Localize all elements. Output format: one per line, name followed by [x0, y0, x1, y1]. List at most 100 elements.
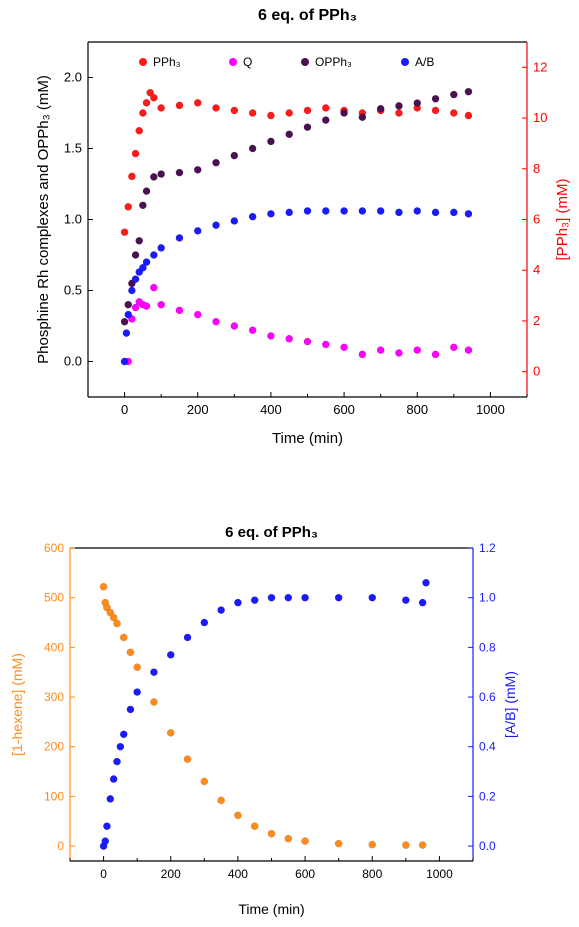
- data-point: [150, 251, 158, 259]
- x-tick-label: 1000: [426, 867, 453, 881]
- data-point: [131, 275, 140, 283]
- data-point: [413, 99, 422, 107]
- x-tick-label: 600: [295, 867, 315, 881]
- data-point: [183, 633, 192, 642]
- data-point: [422, 578, 430, 587]
- data-point: [150, 93, 158, 102]
- data-point: [126, 705, 135, 714]
- data-point: [464, 346, 473, 354]
- y-right-tick-label: 0.6: [479, 690, 496, 704]
- data-point: [234, 811, 242, 820]
- data-point: [413, 346, 422, 354]
- y-left-tick-label: 300: [44, 690, 64, 704]
- data-point: [120, 317, 129, 326]
- data-point: [248, 109, 257, 117]
- y-left-tick-label: 1.0: [64, 212, 82, 227]
- data-point: [250, 822, 259, 831]
- data-point: [109, 613, 118, 622]
- data-point: [142, 258, 151, 266]
- data-point: [139, 109, 147, 117]
- data-point: [230, 217, 239, 225]
- data-point: [449, 90, 458, 99]
- data-point: [128, 172, 136, 181]
- data-point: [321, 207, 330, 215]
- data-point: [135, 126, 144, 135]
- data-point: [212, 158, 220, 167]
- data-point: [284, 834, 293, 843]
- data-point: [119, 730, 128, 739]
- y-right-tick-label: 1.0: [479, 591, 496, 605]
- data-point: [142, 187, 151, 195]
- y-left-tick-label: 500: [44, 591, 64, 605]
- data-point: [234, 598, 242, 607]
- y-left-tick-label: 2.0: [64, 70, 82, 85]
- data-point: [340, 343, 348, 352]
- data-point: [303, 337, 312, 346]
- data-point: [267, 593, 276, 602]
- chart-title: 6 eq. of PPh₃: [258, 7, 357, 24]
- y-left-tick-label: 400: [44, 640, 64, 654]
- legend-label: PPh₃: [153, 55, 181, 69]
- x-tick-label: 1000: [476, 402, 505, 417]
- data-point: [340, 109, 348, 117]
- data-point: [431, 106, 440, 115]
- y-left-tick-label: 0.0: [64, 354, 82, 369]
- x-tick-label: 800: [362, 867, 382, 881]
- data-point: [464, 209, 473, 218]
- y-right-axis-label: [A/B] (mM): [502, 671, 518, 738]
- data-point: [122, 329, 131, 337]
- data-point: [193, 310, 202, 319]
- data-point: [217, 796, 225, 805]
- x-axis-label: Time (min): [272, 430, 343, 447]
- x-axis-label: Time (min): [238, 901, 304, 917]
- y-right-tick-label: 2: [533, 313, 540, 328]
- data-point: [267, 137, 275, 146]
- legend-marker: [229, 58, 237, 66]
- data-point: [250, 596, 259, 605]
- data-point: [133, 688, 142, 696]
- data-point: [267, 332, 275, 340]
- data-point: [126, 648, 135, 657]
- data-point: [267, 829, 276, 838]
- data-point: [131, 303, 140, 312]
- data-point: [248, 212, 257, 221]
- y-left-tick-label: 600: [44, 541, 64, 555]
- x-tick-label: 800: [406, 402, 428, 417]
- data-point: [157, 300, 166, 309]
- y-left-tick-label: 0: [57, 839, 64, 853]
- data-point: [139, 201, 147, 210]
- data-point: [285, 334, 294, 343]
- data-point: [150, 173, 158, 181]
- data-point: [124, 300, 133, 309]
- data-point: [139, 263, 147, 272]
- data-point: [431, 94, 440, 103]
- data-point: [175, 234, 184, 242]
- data-point: [212, 317, 220, 326]
- data-point: [150, 283, 158, 292]
- data-point: [230, 151, 239, 160]
- data-point: [212, 221, 220, 230]
- data-point: [157, 104, 166, 112]
- y-right-tick-label: 4: [533, 262, 540, 277]
- data-point: [157, 244, 166, 252]
- y-right-tick-label: 0: [533, 364, 540, 379]
- data-point: [464, 111, 473, 120]
- data-point: [135, 236, 144, 245]
- data-point: [418, 841, 427, 849]
- data-point: [128, 286, 136, 295]
- data-point: [124, 310, 133, 319]
- data-point: [131, 149, 140, 158]
- data-point: [193, 227, 202, 235]
- y-left-tick-label: 0.5: [64, 283, 82, 298]
- data-point: [133, 663, 142, 672]
- data-point: [248, 144, 257, 153]
- y-right-tick-label: 0.2: [479, 789, 496, 803]
- data-point: [175, 101, 184, 110]
- data-point: [303, 106, 312, 115]
- data-point: [248, 326, 257, 335]
- data-point: [431, 208, 440, 217]
- data-point: [200, 777, 209, 786]
- y-right-tick-label: 8: [533, 161, 540, 176]
- data-point: [358, 350, 367, 359]
- data-point: [124, 202, 133, 211]
